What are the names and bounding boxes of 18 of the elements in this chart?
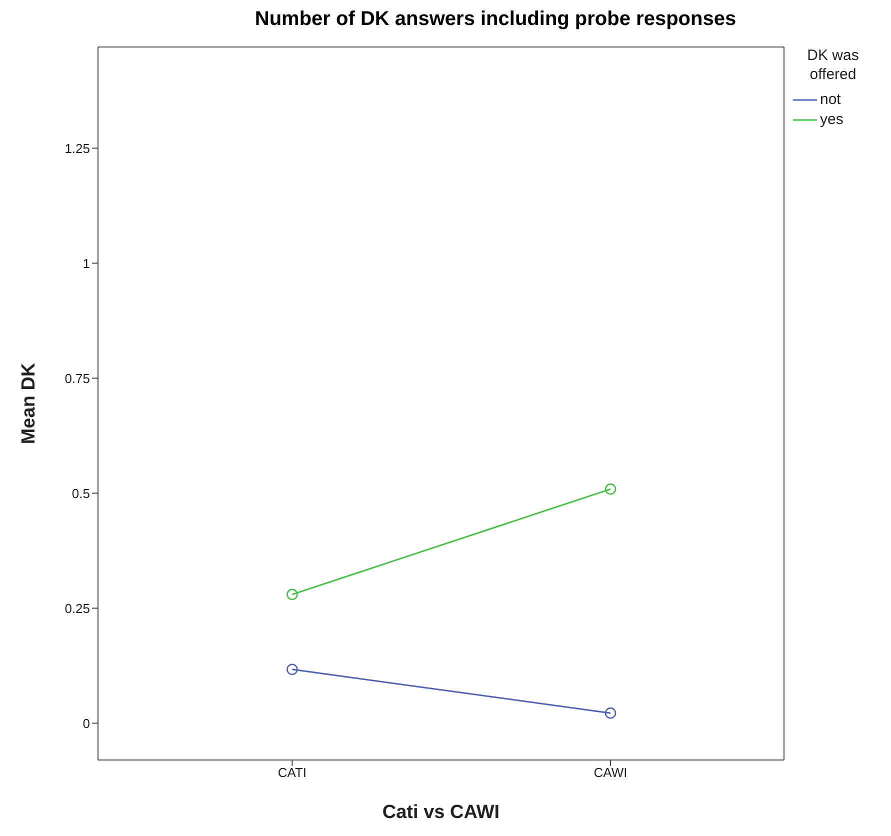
y-tick-label: 0.75: [64, 370, 90, 386]
point: [604, 483, 616, 495]
legend-label: not: [820, 90, 841, 110]
y-tick-label: 0.5: [72, 486, 90, 501]
point: [286, 588, 298, 600]
y-tick-label: 0: [82, 716, 90, 731]
y-tick-label: 1.25: [64, 140, 90, 156]
y-tick-label: 1: [82, 256, 90, 271]
legend-label: yes: [820, 110, 844, 130]
x-tick-label: CATI: [278, 765, 307, 780]
y-tick-label: 0.25: [64, 600, 90, 616]
x-axis-title: Cati vs CAWI: [382, 802, 500, 823]
chart-title: Number of DK answers including probe responses: [254, 8, 738, 32]
legend-title: DK was offered: [806, 46, 860, 84]
y-axis-title: Mean DK: [18, 362, 40, 444]
x-tick-label: CAWI: [594, 765, 628, 780]
point: [604, 707, 616, 719]
point: [286, 664, 298, 676]
